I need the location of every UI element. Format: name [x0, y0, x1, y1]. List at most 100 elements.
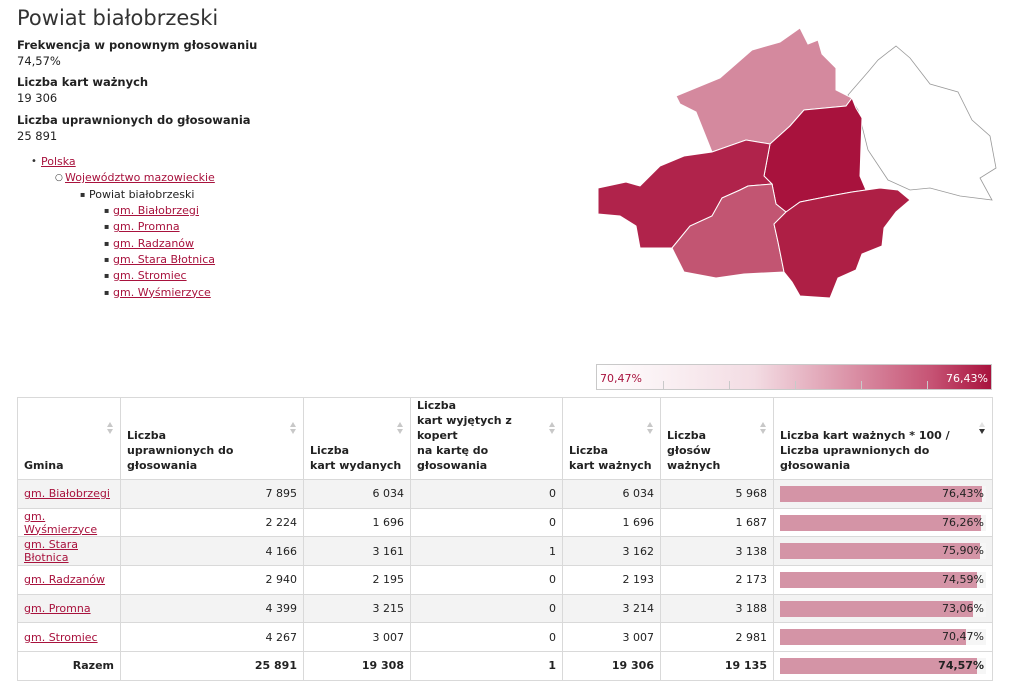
total-label: Razem: [17, 651, 121, 681]
sort-icon[interactable]: [397, 422, 404, 436]
table-row: gm. Białobrzegi 7 895 6 034 0 6 034 5 968 76,4…: [17, 479, 993, 509]
square-bullet-icon: ▪: [104, 222, 110, 232]
sort-icon[interactable]: [107, 422, 114, 436]
column-header-wazne[interactable]: Liczba kart ważnych: [562, 397, 661, 480]
breadcrumb-voivodeship-link[interactable]: Województwo mazowieckie: [65, 171, 215, 184]
gmina-cell: gm. Stara Błotnica: [17, 536, 121, 567]
gmina-link-bialobrzegi[interactable]: gm. Białobrzegi: [113, 204, 199, 217]
header-line: kart ważnych: [569, 459, 652, 472]
stat-value-valid-cards: 19 306: [17, 91, 58, 105]
color-scale-legend: 70,47% 76,43%: [596, 364, 992, 390]
wyjete-cell: 0: [410, 565, 563, 595]
gmina-link[interactable]: gm. Radzanów: [24, 573, 106, 587]
wazne-cell: 6 034: [562, 479, 661, 509]
stat-value-turnout: 74,57%: [17, 54, 61, 68]
square-bullet-icon: ▪: [104, 254, 110, 264]
gmina-cell: gm. Radzanów: [17, 565, 121, 595]
gmina-link-stromiec[interactable]: gm. Stromiec: [113, 269, 187, 283]
column-header-frekwencja[interactable]: Liczba kart ważnych * 100 / Liczba uprawn…: [773, 397, 993, 480]
column-header-uprawnieni[interactable]: Liczba uprawnionych do głosowania: [120, 397, 304, 480]
turnout-bar: 75,90%: [780, 543, 986, 560]
gmina-cell: gm. Wyśmierzyce: [17, 507, 121, 538]
sort-icon[interactable]: [290, 422, 297, 436]
sort-desc-icon[interactable]: [979, 422, 986, 436]
gmina-link-stara-blotnica[interactable]: gm. Stara Błotnica: [113, 252, 216, 266]
sort-icon[interactable]: [760, 422, 767, 436]
table-row: gm. Promna 4 399 3 215 0 3 214 3 188 73,06%: [17, 593, 993, 624]
gmina-link[interactable]: gm. Promna: [24, 602, 91, 616]
stat-label-valid-cards: Liczba kart ważnych: [17, 75, 149, 89]
header-line: głosów ważnych: [667, 444, 721, 472]
wyjete-cell: 1: [410, 536, 563, 567]
glosy-cell: 3 188: [660, 593, 774, 624]
header-line: uprawnionych do głosowania: [127, 444, 234, 472]
legend-tick: [663, 381, 664, 389]
gmina-link-promna[interactable]: gm. Promna: [113, 220, 180, 234]
breadcrumb-country-link[interactable]: Polska: [41, 155, 76, 168]
square-bullet-icon: ▪: [80, 190, 86, 199]
gmina-link-wysmierzyce[interactable]: gm. Wyśmierzyce: [113, 285, 211, 299]
wyjete-cell: 0: [410, 507, 563, 538]
header-line: Liczba: [417, 399, 456, 412]
turnout-cell: 74,59%: [773, 565, 993, 595]
gmina-link[interactable]: gm. Stromiec: [24, 630, 98, 644]
sort-icon[interactable]: [549, 422, 556, 436]
circle-bullet-icon: ○: [55, 173, 63, 183]
square-bullet-icon: ▪: [104, 287, 110, 297]
gmina-link[interactable]: gm. Wyśmierzyce: [24, 509, 98, 536]
turnout-value: 75,90%: [942, 544, 984, 558]
wydane-cell: 3 215: [303, 593, 411, 624]
results-table: Gmina Liczba uprawnionych do głosowania L…: [17, 397, 993, 681]
glosy-cell: 3 138: [660, 536, 774, 567]
header-line: Liczba uprawnionych do głosowania: [780, 444, 930, 472]
gmina-link[interactable]: gm. Stara Błotnica: [24, 538, 78, 565]
turnout-value: 74,57%: [938, 658, 984, 672]
column-header-glosy[interactable]: Liczba głosów ważnych: [660, 397, 774, 480]
wazne-cell: 3 214: [562, 593, 661, 624]
total-wyjete: 1: [410, 651, 563, 681]
turnout-value: 73,06%: [942, 601, 984, 615]
stat-value-eligible: 25 891: [17, 129, 58, 143]
wazne-cell: 1 696: [562, 507, 661, 538]
stat-label-eligible: Liczba uprawnionych do głosowania: [17, 113, 251, 127]
legend-max-label: 76,43%: [946, 372, 988, 385]
legend-tick: [927, 381, 928, 389]
header-line: Liczba kart ważnych * 100 /: [780, 429, 950, 442]
total-wazne: 19 306: [562, 651, 661, 681]
sort-icon[interactable]: [647, 422, 654, 436]
map-region-stromiec[interactable]: [773, 187, 911, 299]
turnout-cell: 76,26%: [773, 507, 993, 538]
turnout-bar-fill: [780, 600, 973, 617]
column-header-wydane[interactable]: Liczba kart wydanych: [303, 397, 411, 480]
glosy-cell: 1 687: [660, 507, 774, 538]
header-line: Gmina: [24, 459, 64, 472]
column-header-gmina[interactable]: Gmina: [17, 397, 121, 480]
square-bullet-icon: ▪: [104, 206, 110, 215]
header-line: na kartę do głosowania: [417, 444, 489, 472]
glosy-cell: 5 968: [660, 479, 774, 509]
table-row: gm. Wyśmierzyce 2 224 1 696 0 1 696 1 687 76,2…: [17, 507, 993, 538]
table-total-row: Razem 25 891 19 308 1 19 306 19 135 74,5…: [17, 651, 993, 681]
uprawnieni-cell: 4 267: [120, 622, 304, 653]
turnout-bar: 76,43%: [780, 485, 986, 502]
total-glosy: 19 135: [660, 651, 774, 681]
turnout-cell: 76,43%: [773, 479, 993, 509]
wydane-cell: 3 161: [303, 536, 411, 567]
gmina-link[interactable]: gm. Białobrzegi: [24, 487, 110, 501]
uprawnieni-cell: 7 895: [120, 479, 304, 509]
turnout-value: 76,43%: [942, 486, 984, 500]
turnout-cell: 73,06%: [773, 593, 993, 624]
turnout-bar: 73,06%: [780, 600, 986, 617]
turnout-value: 74,59%: [942, 572, 984, 586]
gmina-link-radzanow[interactable]: gm. Radzanów: [113, 236, 195, 250]
turnout-bar: 76,26%: [780, 514, 986, 531]
column-header-wyjete[interactable]: Liczba kart wyjętych z kopert na kartę do …: [410, 397, 563, 480]
turnout-bar: 74,59%: [780, 571, 986, 588]
turnout-bar-fill: [780, 543, 981, 560]
header-line: Liczba: [667, 429, 706, 442]
breadcrumb-current: Powiat białobrzeski: [89, 188, 195, 201]
glosy-cell: 2 173: [660, 565, 774, 595]
turnout-bar: 74,57%: [780, 657, 986, 674]
wydane-cell: 6 034: [303, 479, 411, 509]
uprawnieni-cell: 2 940: [120, 565, 304, 595]
